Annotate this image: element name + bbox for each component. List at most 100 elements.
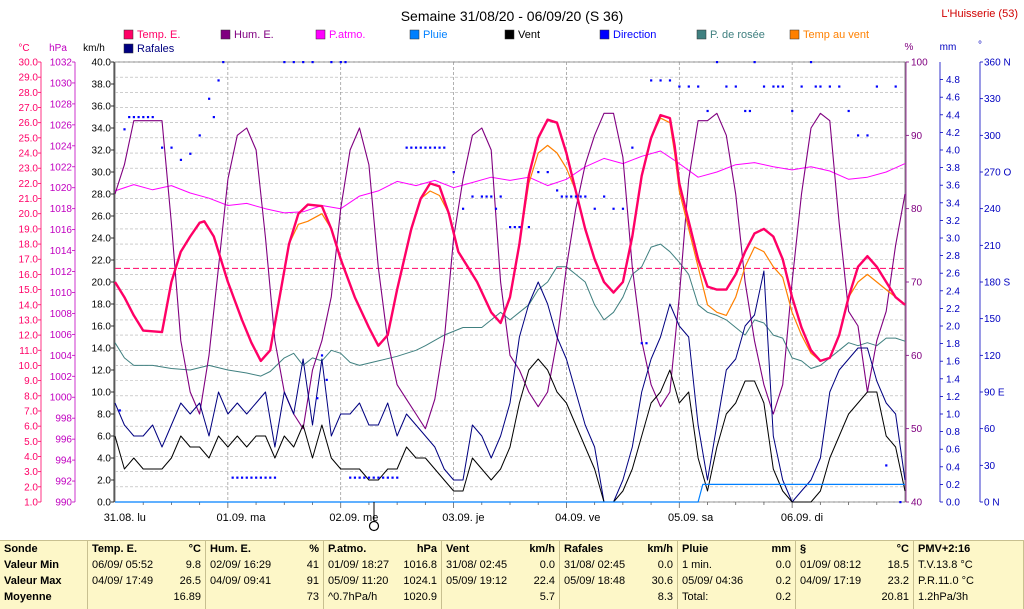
stats-row: 04/09/ 17:19 23.2 xyxy=(796,573,913,589)
kmh-unit-label: km/h xyxy=(83,43,105,54)
stats-column: PMV+2:16 T.V.13.8 °C P.R.11.0 °C 1.2hPa/3h xyxy=(914,541,1024,609)
direction-point xyxy=(819,85,822,88)
day-label: 02.09. me xyxy=(329,512,378,524)
stats-value: 0.2 xyxy=(775,575,791,587)
temp-tick-label: 23.0 xyxy=(19,164,39,175)
direction-point xyxy=(706,109,709,113)
stats-value: 73 xyxy=(306,591,319,603)
temp-tick-label: 21.0 xyxy=(19,194,39,205)
mm-tick-label: 2.4 xyxy=(946,286,960,297)
day-label: 05.09. sa xyxy=(668,512,714,524)
temp-tick-label: 22.0 xyxy=(19,179,39,190)
legend-swatch-vent xyxy=(504,29,515,40)
series-rafales-line xyxy=(114,270,906,503)
legend-label-patmo: P.atmo. xyxy=(329,29,366,41)
hpa-tick-label: 1010 xyxy=(50,288,73,299)
mm-tick-label: 3.6 xyxy=(946,181,960,192)
stats-row: Pluie mm xyxy=(678,541,795,557)
direction-point xyxy=(659,79,662,82)
stats-row: P.R.11.0 °C xyxy=(914,573,1023,589)
stats-unit: km/h xyxy=(647,543,673,555)
direction-point xyxy=(527,226,531,229)
direction-point xyxy=(513,226,516,229)
kmh-tick-label: 28.0 xyxy=(92,190,112,201)
direction-point xyxy=(405,146,408,149)
series-temp-line xyxy=(113,113,906,363)
stats-header: Sonde xyxy=(4,543,38,555)
direction-point xyxy=(438,146,441,149)
direction-point xyxy=(875,85,878,88)
direction-point xyxy=(593,207,596,210)
stats-value: 23.2 xyxy=(887,575,909,587)
temp-tick-label: 16.0 xyxy=(19,270,39,281)
direction-point xyxy=(302,61,305,64)
stats-date: 05/09/ 04:36 xyxy=(682,575,744,587)
direction-point xyxy=(264,476,267,479)
direction-point xyxy=(358,476,361,479)
stats-value: 20.81 xyxy=(881,591,909,603)
direction-point xyxy=(687,85,690,88)
direction-point xyxy=(866,134,869,137)
temp-tick-label: 2.0 xyxy=(24,482,38,493)
stats-row: 20.81 xyxy=(796,589,913,605)
stats-value: 0.0 xyxy=(539,559,555,571)
direction-point xyxy=(170,146,173,149)
deg-tick-label: 90 E xyxy=(984,388,1005,399)
stats-unit: mm xyxy=(771,543,791,555)
direction-point xyxy=(762,85,766,88)
mm-tick-label: 0.4 xyxy=(946,462,960,473)
direction-point xyxy=(419,146,422,149)
stats-row: 05/09/ 11:20 1024.1 xyxy=(324,573,441,589)
stats-date: ^0.7hPa/h xyxy=(328,591,378,603)
hpa-tick-label: 1016 xyxy=(50,225,73,236)
direction-point xyxy=(443,146,446,149)
stats-date: 05/09/ 11:20 xyxy=(328,575,389,587)
direction-point xyxy=(339,61,342,64)
direction-point xyxy=(800,85,803,88)
direction-point xyxy=(123,128,126,131)
deg-tick-label: 300 xyxy=(984,131,1001,142)
direction-point xyxy=(744,109,747,113)
hpa-tick-label: 1000 xyxy=(50,393,73,404)
direction-point xyxy=(240,476,244,479)
direction-point xyxy=(650,79,653,82)
temp-tick-label: 5.0 xyxy=(24,437,38,448)
direction-point xyxy=(494,207,498,210)
temp-tick-label: 19.0 xyxy=(19,224,39,235)
stats-unit: % xyxy=(309,543,319,555)
stats-value: 5.7 xyxy=(539,591,555,603)
legend-label-vent: Vent xyxy=(518,29,540,41)
hpa-tick-label: 992 xyxy=(55,477,72,488)
hpa-tick-label: 1032 xyxy=(50,58,73,69)
mm-tick-label: 1.6 xyxy=(946,357,960,368)
stats-row: Total: 0.2 xyxy=(678,589,795,605)
hum-tick-label: 50 xyxy=(911,424,923,435)
deg-tick-label: 150 xyxy=(984,314,1001,325)
kmh-tick-label: 26.0 xyxy=(92,212,112,223)
day-label: 31.08. lu xyxy=(104,512,146,524)
direction-point xyxy=(499,195,502,198)
direction-point xyxy=(678,85,681,88)
kmh-tick-label: 40.0 xyxy=(92,58,112,69)
direction-point xyxy=(791,109,794,113)
stats-unit: °C xyxy=(896,543,909,555)
temp-tick-label: 12.0 xyxy=(19,331,39,342)
stats-header: Temp. E. xyxy=(92,543,138,555)
direction-point xyxy=(560,195,563,198)
temp-tick-label: 6.0 xyxy=(24,422,38,433)
stats-value: 41 xyxy=(306,559,319,571)
stats-row: Valeur Min xyxy=(0,557,87,573)
stats-unit: °C xyxy=(188,543,201,555)
series-hum-line xyxy=(114,112,906,430)
kmh-tick-label: 6.0 xyxy=(97,432,111,443)
hum-tick-label: 70 xyxy=(911,278,923,289)
kmh-tick-label: 36.0 xyxy=(92,102,112,113)
direction-point xyxy=(471,195,474,198)
direction-point xyxy=(128,116,131,119)
direction-point xyxy=(259,476,262,479)
stats-header: Hum. E. xyxy=(210,543,251,555)
direction-point xyxy=(189,152,192,155)
hum-tick-label: 80 xyxy=(911,204,923,215)
deg-tick-label: 360 N xyxy=(984,58,1011,69)
stats-row: 05/09/ 04:36 0.2 xyxy=(678,573,795,589)
